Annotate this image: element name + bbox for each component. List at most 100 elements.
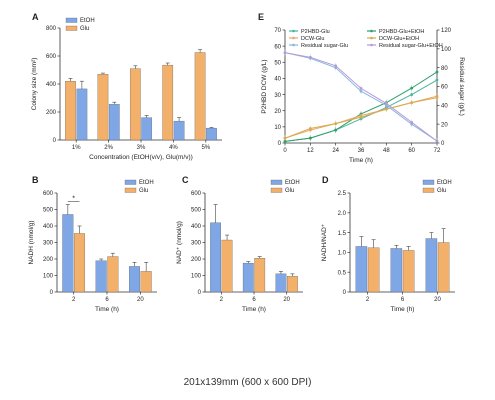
y-tick-label: 200 xyxy=(43,257,54,263)
legend-marker xyxy=(370,43,373,47)
legend-label: DCW-Glu+EtOH xyxy=(379,36,419,42)
panel-label: A xyxy=(32,12,39,22)
y-tick-label: 600 xyxy=(46,54,57,60)
x-axis-label: Time (h) xyxy=(95,306,119,313)
panel-label: D xyxy=(322,175,329,185)
x-tick-label: 4% xyxy=(169,145,178,151)
data-point xyxy=(308,127,312,130)
y-tick-label: 2.5 xyxy=(338,191,347,197)
y-tick-label: 0 xyxy=(198,290,202,296)
x-axis-label: Time (h) xyxy=(349,157,373,164)
bar-etoh-20 xyxy=(129,266,140,293)
bar-etoh-2 xyxy=(62,214,74,293)
y-tick-label: 200 xyxy=(191,257,202,263)
x-tick-label: 2% xyxy=(104,145,113,151)
x-tick-label: 20 xyxy=(283,297,290,303)
data-point xyxy=(410,120,414,124)
data-point xyxy=(308,136,312,140)
legend-label-glu: Glu xyxy=(139,188,148,194)
legend-swatch-glu xyxy=(124,187,137,193)
panel-label: E xyxy=(258,12,264,22)
y-tick-label: 1.5 xyxy=(338,231,347,237)
legend-swatch-etoh xyxy=(270,179,283,185)
y-tick-label: 200 xyxy=(46,110,57,116)
data-point xyxy=(334,64,338,68)
y2-tick-label: 20 xyxy=(441,122,448,128)
bar-glu-2pct xyxy=(97,74,109,141)
data-point xyxy=(334,122,338,126)
y2-tick-label: 40 xyxy=(441,104,448,110)
y-tick-label: 50 xyxy=(274,60,281,66)
x-tick-label: 2 xyxy=(220,297,224,303)
data-point xyxy=(283,136,287,140)
y-tick-label: 100 xyxy=(191,274,202,280)
data-point xyxy=(435,70,439,74)
y-axis-label: Colony size (mm²) xyxy=(31,58,38,111)
legend-label: P2HBD-Glu xyxy=(301,29,330,35)
y-tick-label: 600 xyxy=(43,191,54,197)
panel-label: B xyxy=(32,175,39,185)
y-axis-label: NADH/NAD⁺ xyxy=(321,223,328,261)
y-tick-label: 0 xyxy=(50,290,54,296)
bar-etoh-4pct xyxy=(173,120,185,141)
legend-swatch-etoh xyxy=(422,179,435,185)
series-line xyxy=(284,52,438,142)
legend-marker xyxy=(292,36,295,40)
data-point xyxy=(359,86,363,90)
legend-swatch-etoh xyxy=(65,17,78,23)
bar-etoh-5pct xyxy=(206,127,217,141)
legend-label-etoh: EtOH xyxy=(437,180,452,186)
bar-glu-3pct xyxy=(129,68,141,141)
legend-marker xyxy=(292,29,295,33)
y-tick-label: 60 xyxy=(274,44,281,50)
y-tick-label: 30 xyxy=(274,93,281,99)
series-residual-sugar-glu-etoh xyxy=(283,49,439,145)
y2-tick-label: 120 xyxy=(441,28,452,34)
y2-tick-label: 100 xyxy=(441,47,452,53)
legend-label-etoh: EtOH xyxy=(139,180,154,186)
data-point xyxy=(410,93,414,96)
x-tick-label: 2 xyxy=(366,297,370,303)
y2-tick-label: 0 xyxy=(441,141,445,147)
x-axis-label: Time (h) xyxy=(391,306,415,313)
y-axis-label: NADH (nmol/g) xyxy=(28,220,35,264)
y-tick-label: 300 xyxy=(43,241,54,247)
panel-c: C 0 100 200 300 400 500 600 NAD⁺ (nmol/g) Time (h… xyxy=(176,175,303,313)
figure-caption: 201x139mm (600 x 600 DPI) xyxy=(183,377,312,388)
legend-label-etoh: EtOH xyxy=(80,18,95,24)
x-tick-label: 20 xyxy=(434,297,441,303)
data-point xyxy=(384,102,388,105)
bar-etoh-2pct xyxy=(108,104,120,141)
series-line xyxy=(284,52,438,142)
y-tick-label: 100 xyxy=(43,274,54,280)
legend-label: P2HBD-Glu+EtOH xyxy=(379,29,424,35)
y-axis-label: NAD⁺ (nmol/g) xyxy=(176,221,183,264)
legend-swatch-glu xyxy=(270,187,283,193)
data-point xyxy=(384,107,388,111)
bar-etoh-2 xyxy=(210,222,221,293)
y-tick-label: 800 xyxy=(46,26,57,32)
legend-label-etoh: EtOH xyxy=(285,180,300,186)
y-tick-label: 1.0 xyxy=(338,251,347,257)
bar-glu-2 xyxy=(367,247,380,293)
y-tick-label: 400 xyxy=(46,82,57,88)
x-tick-label: 72 xyxy=(434,148,441,154)
series-p2hbd-glu-etoh xyxy=(283,68,439,145)
x-tick-label: 2 xyxy=(72,297,76,303)
data-point xyxy=(435,78,439,82)
legend-swatch-etoh xyxy=(124,179,137,185)
y-tick-label: 0 xyxy=(53,138,57,144)
y-tick-label: 20 xyxy=(274,109,281,115)
data-point xyxy=(410,101,414,105)
x-tick-label: 0 xyxy=(283,148,287,154)
x-tick-label: 36 xyxy=(358,148,365,154)
bar-etoh-2 xyxy=(355,246,368,293)
series-dcw-glu-etoh xyxy=(283,93,439,142)
panel-b: B 0 100 200 300 400 500 600 NADH (nmol/g) Time (h… xyxy=(28,175,157,313)
significance-marker: * xyxy=(72,196,75,203)
bar-glu-1pct xyxy=(65,81,76,141)
bar-glu-20 xyxy=(287,276,298,293)
bar-glu-6 xyxy=(402,250,415,293)
x-tick-label: 5% xyxy=(201,145,210,151)
legend-marker xyxy=(370,36,373,40)
